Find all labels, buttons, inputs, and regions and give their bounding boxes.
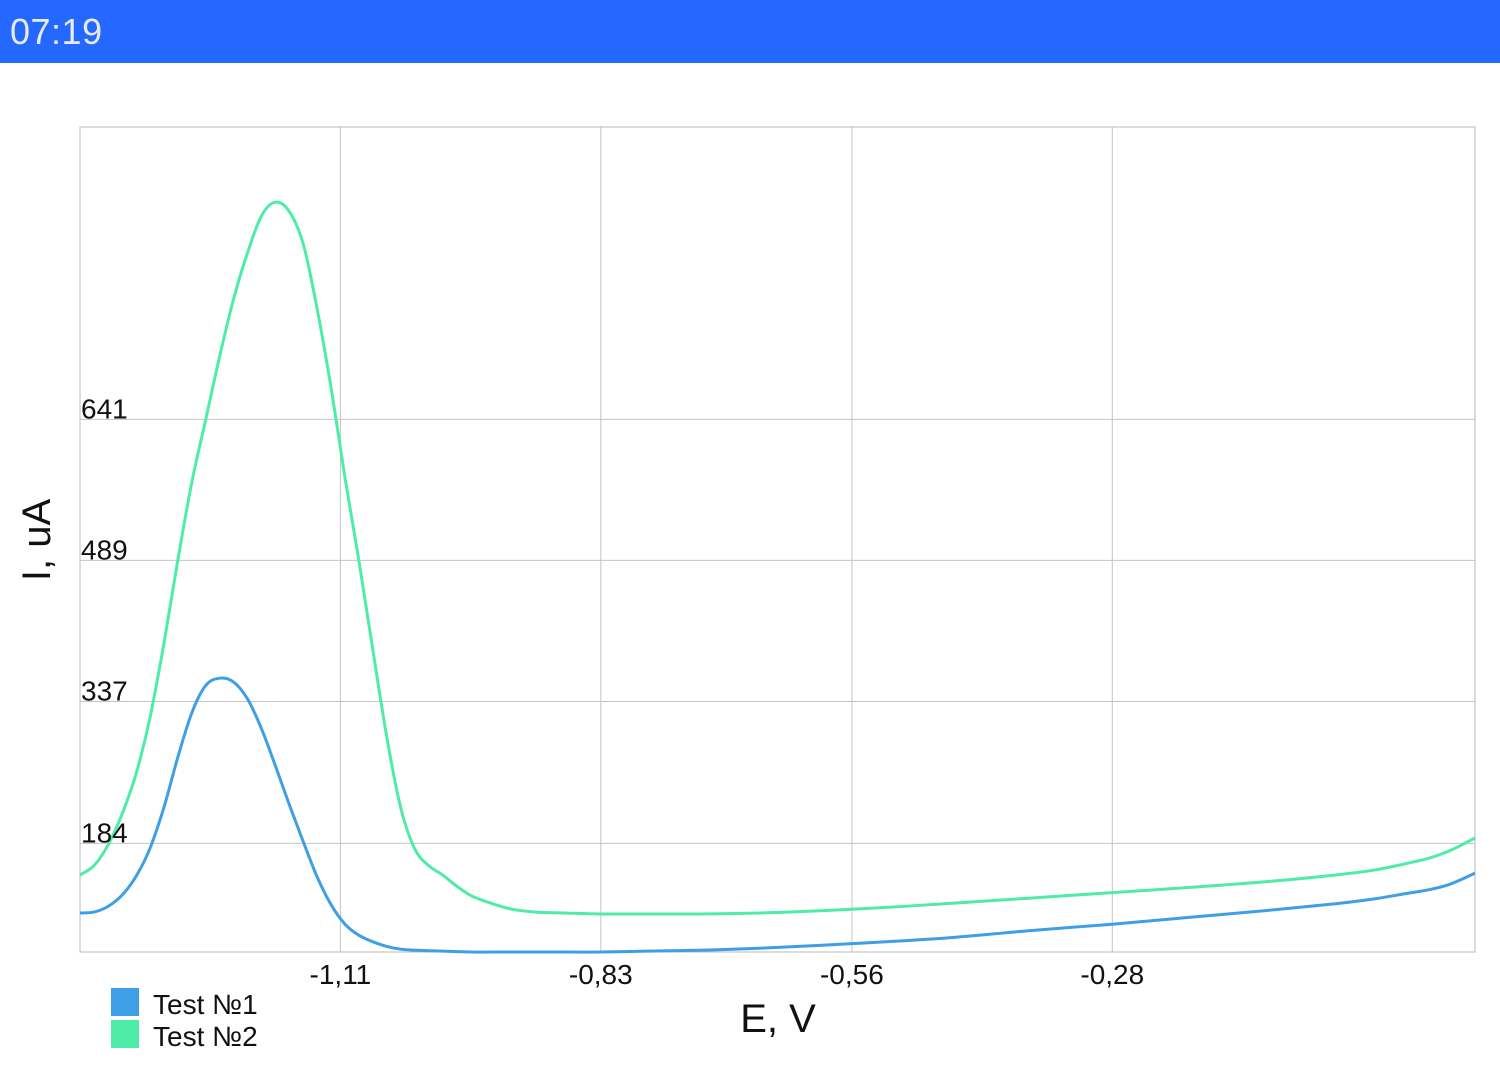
series-line-2 (79, 200, 1476, 916)
legend-label-1: Test №1 (153, 989, 258, 1020)
legend-swatch-1 (111, 988, 139, 1016)
x-tick-label: -1,11 (310, 959, 372, 990)
y-tick-labels: 184 337 489 641 (81, 393, 128, 848)
x-tick-label: -0,83 (569, 959, 633, 990)
y-tick-label: 337 (81, 675, 128, 706)
y-axis-label: I, uA (15, 499, 59, 582)
y-tick-label: 489 (81, 534, 128, 565)
chart-series (79, 200, 1476, 954)
status-bar: 07:19 (0, 0, 1500, 63)
y-tick-label: 184 (81, 817, 128, 848)
x-axis-label: E, V (740, 997, 816, 1041)
y-tick-label: 641 (81, 393, 128, 424)
chart-grid (80, 127, 1475, 952)
plot-frame (79, 126, 1476, 953)
legend-label-2: Test №2 (153, 1021, 258, 1052)
series-line-1 (79, 676, 1476, 954)
legend-swatch-2 (111, 1020, 139, 1048)
x-tick-labels: -1,11 -0,83 -0,56 -0,28 (310, 959, 1145, 990)
x-tick-label: -0,28 (1080, 959, 1144, 990)
x-tick-label: -0,56 (820, 959, 884, 990)
status-time: 07:19 (10, 11, 103, 52)
chart-area: 184 337 489 641 -1,11 -0,83 -0,56 -0,28 I, uA … (0, 63, 1500, 1080)
